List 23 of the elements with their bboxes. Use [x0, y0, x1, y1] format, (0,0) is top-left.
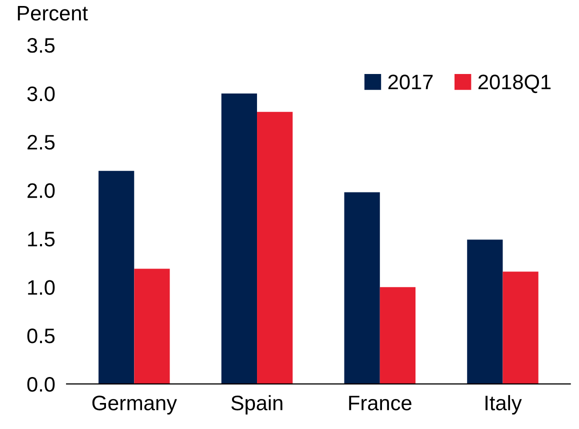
bar: [380, 287, 416, 384]
bar: [134, 268, 170, 384]
legend-label: 2017: [388, 74, 433, 90]
y-tick-label: 3.5: [27, 38, 55, 53]
x-tick-label: Italy: [486, 395, 522, 414]
x-tick-label: Spain: [231, 395, 282, 414]
y-tick-label: 2.5: [28, 134, 55, 150]
y-axis-title: Percent: [18, 6, 88, 21]
bar: [257, 112, 293, 384]
y-tick-label: 2.0: [28, 183, 55, 198]
bar: [467, 240, 503, 384]
y-tick-label: 0.0: [27, 376, 55, 392]
bar: [344, 192, 380, 384]
y-tick-label: 0.5: [27, 328, 55, 344]
x-tick-label: Germany: [92, 396, 177, 414]
bar: [221, 93, 258, 384]
bar: [502, 272, 538, 384]
bar: [98, 170, 134, 384]
y-tick-label: 1.5: [28, 232, 55, 246]
y-tick-label: 1.0: [28, 280, 55, 295]
y-tick-label: 3.0: [27, 86, 55, 102]
legend-label: 2018Q1: [478, 74, 551, 94]
x-tick-label: France: [349, 396, 412, 410]
